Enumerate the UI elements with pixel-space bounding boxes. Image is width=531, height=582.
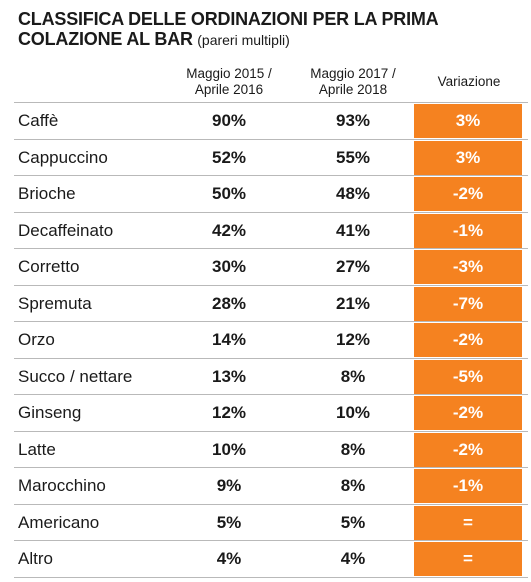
row-label: Succo / nettare bbox=[18, 366, 133, 386]
row-variation: -5% bbox=[414, 359, 522, 394]
row-value-period-1: 90% bbox=[211, 111, 247, 130]
row-label: Corretto bbox=[18, 257, 80, 276]
column-header-variation-label: Variazione bbox=[437, 74, 501, 89]
row-value-period-2: 93% bbox=[335, 111, 371, 130]
row-label: Altro bbox=[18, 549, 53, 568]
row-variation: -2% bbox=[414, 177, 522, 211]
table-row: Americano 5% 5% = bbox=[14, 503, 528, 541]
column-header-period-2-line-1: Maggio 2017 / bbox=[310, 66, 396, 81]
row-value-period-2: 10% bbox=[335, 403, 371, 422]
table-row: Marocchino 9% 8% -1% bbox=[14, 467, 528, 504]
row-label: Caffè bbox=[18, 111, 59, 130]
row-variation: -7% bbox=[414, 286, 522, 321]
row-value-period-2: 8% bbox=[340, 476, 366, 495]
row-label: Ginseng bbox=[18, 403, 82, 422]
row-variation: -2% bbox=[414, 396, 522, 430]
row-value-period-2: 48% bbox=[335, 184, 371, 203]
row-value-period-1: 50% bbox=[211, 184, 247, 203]
row-value-period-1: 28% bbox=[211, 293, 247, 313]
row-label: Marocchino bbox=[18, 476, 106, 495]
row-value-period-2: 12% bbox=[335, 330, 371, 349]
row-value-period-1: 5% bbox=[216, 512, 242, 532]
row-label: Spremuta bbox=[18, 293, 92, 313]
row-value-period-1: 10% bbox=[211, 439, 247, 459]
row-variation: 3% bbox=[414, 104, 522, 138]
row-value-period-2: 21% bbox=[335, 293, 371, 313]
row-variation: -1% bbox=[414, 213, 522, 248]
row-label: Brioche bbox=[18, 184, 76, 203]
row-variation: -3% bbox=[414, 250, 522, 284]
row-value-period-1: 4% bbox=[216, 549, 242, 568]
column-header-period-2-line-2: Aprile 2018 bbox=[318, 82, 388, 97]
row-value-period-2: 27% bbox=[335, 257, 371, 276]
row-value-period-1: 52% bbox=[211, 147, 247, 167]
row-variation: 3% bbox=[414, 140, 522, 175]
table-row: Orzo 14% 12% -2% bbox=[14, 321, 528, 358]
table-row: Caffè 90% 93% 3% bbox=[14, 102, 528, 139]
table-row: Latte 10% 8% -2% bbox=[14, 430, 528, 468]
row-label: Orzo bbox=[18, 330, 55, 349]
row-variation: -1% bbox=[414, 469, 522, 503]
row-label: Cappuccino bbox=[18, 147, 108, 167]
column-header-variation: Variazione bbox=[414, 74, 524, 90]
row-value-period-2: 8% bbox=[340, 439, 366, 459]
table-row: Spremuta 28% 21% -7% bbox=[14, 284, 528, 322]
row-value-period-1: 14% bbox=[211, 330, 247, 349]
table-row: Succo / nettare 13% 8% -5% bbox=[14, 357, 528, 395]
row-value-period-2: 41% bbox=[335, 220, 371, 240]
title-subtitle: (pareri multipli) bbox=[197, 32, 290, 48]
row-value-period-1: 30% bbox=[211, 257, 247, 276]
column-header-period-1-line-1: Maggio 2015 / bbox=[186, 66, 272, 81]
row-variation: -2% bbox=[414, 323, 522, 357]
table-row: Altro 4% 4% = bbox=[14, 540, 528, 578]
title-line-2: COLAZIONE AL BAR bbox=[18, 29, 193, 49]
table-row: Ginseng 12% 10% -2% bbox=[14, 394, 528, 431]
row-value-period-1: 9% bbox=[216, 476, 242, 495]
table-row: Corretto 30% 27% -3% bbox=[14, 248, 528, 285]
row-value-period-1: 12% bbox=[211, 403, 247, 422]
table-row: Brioche 50% 48% -2% bbox=[14, 175, 528, 212]
table-row: Cappuccino 52% 55% 3% bbox=[14, 138, 528, 176]
title-line-1: CLASSIFICA DELLE ORDINAZIONI PER LA PRIM… bbox=[18, 9, 439, 29]
row-variation: -2% bbox=[414, 432, 522, 467]
row-value-period-2: 4% bbox=[340, 549, 366, 568]
row-value-period-2: 55% bbox=[335, 147, 371, 167]
row-variation: = bbox=[414, 542, 522, 576]
data-table: Caffè 90% 93% 3% Cappuccino 52% 55% 3% Brioche 50… bbox=[14, 102, 528, 578]
row-label: Latte bbox=[18, 439, 56, 459]
row-value-period-2: 5% bbox=[340, 512, 366, 532]
row-variation: = bbox=[414, 505, 522, 540]
row-value-period-1: 42% bbox=[211, 220, 247, 240]
row-value-period-2: 8% bbox=[340, 366, 366, 386]
chart-title: CLASSIFICA DELLE ORDINAZIONI PER LA PRIM… bbox=[18, 10, 518, 50]
row-label: Decaffeinato bbox=[18, 220, 114, 240]
column-header-period-1-line-2: Aprile 2016 bbox=[194, 82, 264, 97]
row-value-period-1: 13% bbox=[211, 366, 247, 386]
column-header-period-1: Maggio 2015 / Aprile 2016 bbox=[168, 66, 290, 98]
table-row: Decaffeinato 42% 41% -1% bbox=[14, 211, 528, 249]
column-header-period-2: Maggio 2017 / Aprile 2018 bbox=[292, 66, 414, 98]
row-label: Americano bbox=[18, 512, 100, 532]
